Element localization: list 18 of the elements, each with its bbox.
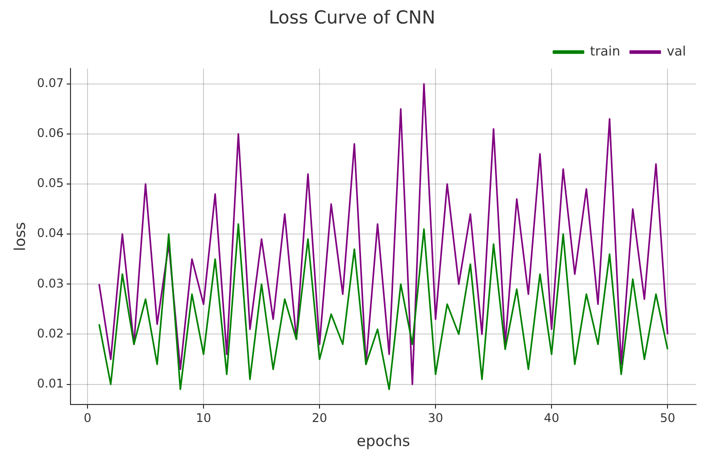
- y-tick-label: 0.02: [37, 326, 64, 340]
- x-tick-label: 30: [428, 410, 444, 425]
- legend-label: val: [666, 44, 686, 60]
- x-tick-label: 20: [312, 410, 328, 425]
- y-tick-label: 0.04: [37, 226, 64, 240]
- x-tick-label: 0: [84, 410, 92, 425]
- chart-title: Loss Curve of CNN: [268, 7, 436, 28]
- y-axis-title: loss: [10, 222, 29, 252]
- y-tick-label: 0.07: [37, 76, 64, 90]
- x-tick-label: 50: [660, 410, 676, 425]
- y-tick-label: 0.03: [37, 276, 64, 290]
- y-tick-label: 0.01: [37, 376, 64, 390]
- y-tick-label: 0.06: [37, 126, 64, 140]
- x-tick-label: 40: [544, 410, 560, 425]
- y-tick-label: 0.05: [37, 176, 64, 190]
- x-tick-label: 10: [196, 410, 212, 425]
- legend-label: train: [590, 44, 620, 60]
- x-axis-title: epochs: [356, 432, 410, 450]
